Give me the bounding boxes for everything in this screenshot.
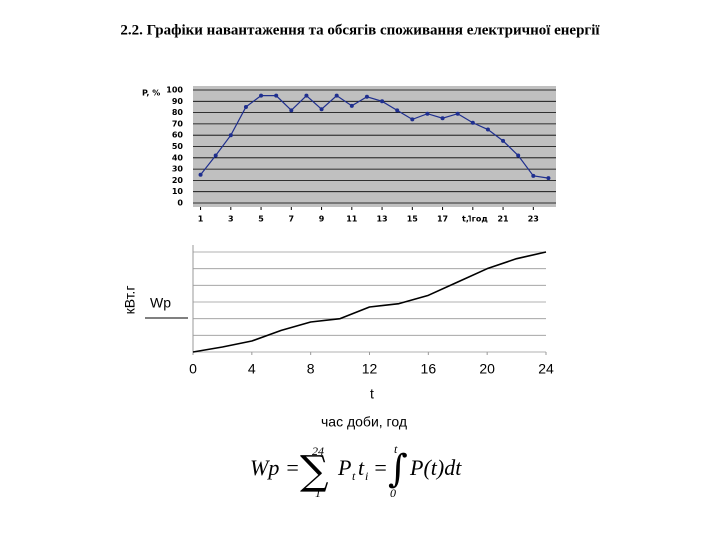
x-tick-label: 1 [198, 215, 204, 224]
point [198, 172, 203, 177]
term-p-sub: t [352, 469, 356, 483]
x-axis-label: t, год [462, 215, 488, 224]
point [425, 111, 430, 116]
sigma: ∑ [300, 448, 329, 494]
point [395, 108, 400, 113]
point [243, 104, 248, 109]
point [410, 117, 415, 122]
x-tick-label: 19 [467, 215, 479, 224]
legend-label: Wp [150, 295, 171, 311]
point [213, 153, 218, 158]
sum-upper: 24 [312, 444, 324, 458]
x-caption: час доби, год [321, 414, 407, 430]
x-tick-label: 9 [319, 215, 325, 224]
x-tick-label: 20 [479, 361, 495, 377]
point [334, 93, 339, 98]
x-tick-label: 0 [189, 361, 197, 377]
x-tick-label: 16 [421, 361, 437, 377]
equals: = [373, 455, 388, 480]
line [200, 94, 549, 179]
y-axis-label: P, % [142, 89, 160, 98]
point [259, 93, 264, 98]
x-tick-label: 7 [289, 215, 295, 224]
point [289, 108, 294, 113]
point [501, 138, 506, 143]
point [304, 93, 309, 98]
y-tick-label: 10 [172, 187, 184, 196]
y-tick-label: 100 [166, 86, 183, 95]
y-tick-label: 70 [172, 119, 184, 128]
integral: ∫ [388, 447, 408, 491]
point [228, 133, 233, 138]
x-tick-label: 23 [528, 215, 539, 224]
point [485, 127, 490, 132]
x-tick-label: 21 [497, 215, 509, 224]
x-tick-label: 3 [228, 215, 234, 224]
term-t: t [358, 455, 365, 480]
equals: = [285, 455, 300, 480]
integrand: P(t)dt [409, 455, 462, 480]
line [192, 251, 547, 353]
y-axis-label: кВт.г [122, 286, 138, 315]
y-tick-label: 50 [172, 142, 184, 151]
int-upper: t [394, 442, 398, 456]
point [319, 107, 324, 112]
point [364, 94, 369, 99]
point [470, 120, 475, 125]
x-tick-label: 5 [258, 215, 264, 224]
y-tick-label: 20 [172, 176, 184, 185]
x-tick-label: 12 [362, 361, 378, 377]
sum-lower: 1 [315, 486, 321, 500]
y-tick-label: 30 [172, 165, 184, 174]
y-tick-label: 60 [172, 131, 184, 140]
x-tick-label: 24 [538, 361, 554, 377]
x-tick-label: 15 [407, 215, 419, 224]
x-tick-label: 4 [248, 361, 256, 377]
y-tick-label: 40 [172, 153, 184, 162]
x-tick-label: 8 [307, 361, 315, 377]
x-tick-label: 13 [376, 215, 387, 224]
point [349, 103, 354, 108]
point [455, 111, 460, 116]
y-tick-label: 90 [172, 97, 184, 106]
point [440, 116, 445, 121]
point [274, 93, 279, 98]
title: 2.2. Графіки навантаження та обсягів спо… [120, 22, 600, 38]
point [516, 153, 521, 158]
term-t-sub: i [365, 469, 368, 483]
term-p: P [337, 455, 351, 480]
y-tick-label: 80 [172, 108, 184, 117]
x-tick-label: 11 [346, 215, 358, 224]
point [380, 99, 385, 104]
int-lower: 0 [390, 486, 396, 500]
x-axis-label: t [370, 386, 374, 402]
point [531, 173, 536, 178]
point [546, 176, 551, 181]
x-tick-label: 17 [437, 215, 448, 224]
y-tick-label: 0 [177, 199, 183, 208]
formula-lhs: Wp [250, 455, 279, 480]
